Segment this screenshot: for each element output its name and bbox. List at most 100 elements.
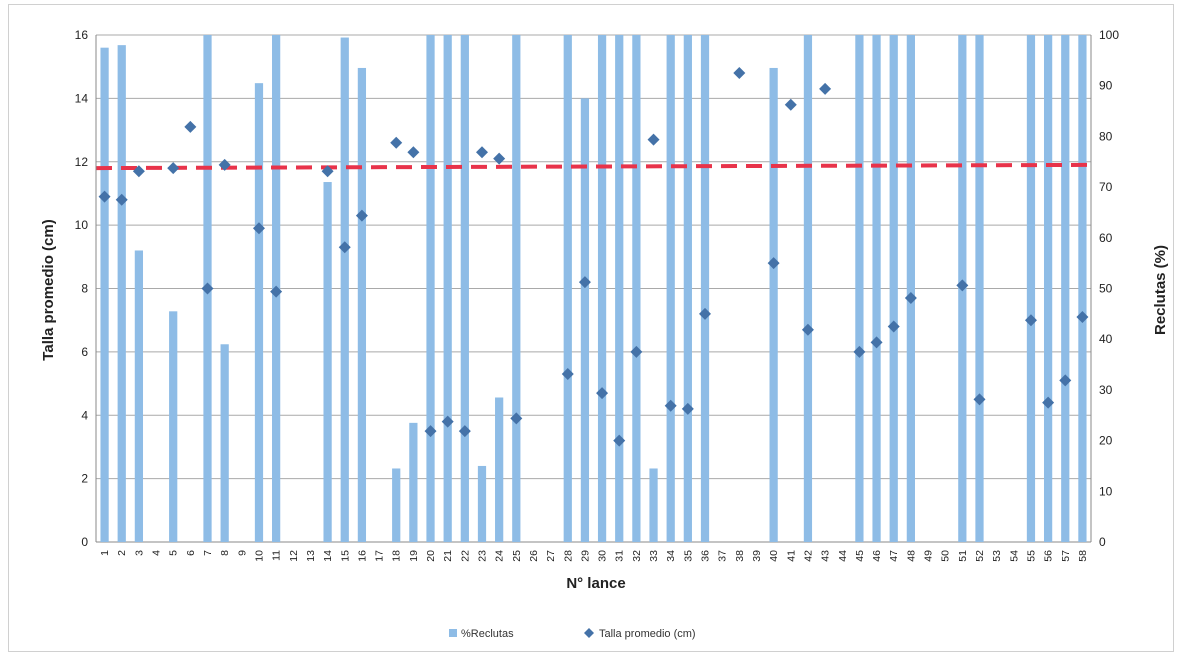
x-tick-label: 13 bbox=[305, 550, 317, 562]
bar-reclutas bbox=[1061, 35, 1070, 542]
y-axis-left-title: Talla promedio (cm) bbox=[40, 219, 57, 360]
x-tick-label: 5 bbox=[168, 550, 180, 556]
point-talla bbox=[973, 393, 986, 406]
bar-reclutas bbox=[632, 35, 641, 542]
bar-reclutas bbox=[700, 35, 710, 542]
x-tick-label: 36 bbox=[700, 550, 712, 562]
point-talla bbox=[475, 146, 488, 159]
point-talla bbox=[338, 241, 351, 254]
point-talla bbox=[1024, 314, 1037, 327]
y-left-tick-label: 0 bbox=[81, 535, 88, 549]
bar-reclutas bbox=[426, 35, 435, 542]
bar-reclutas bbox=[340, 37, 349, 542]
x-tick-label: 51 bbox=[957, 550, 969, 562]
bar-series-reclutas bbox=[100, 35, 1087, 543]
x-tick-label: 24 bbox=[494, 550, 506, 562]
bar-reclutas bbox=[477, 465, 487, 542]
x-tick-label: 12 bbox=[288, 550, 300, 562]
x-tick-label: 37 bbox=[717, 550, 729, 562]
x-tick-label: 32 bbox=[631, 550, 643, 562]
y-left-tick-label: 16 bbox=[75, 28, 89, 42]
x-tick-label: 9 bbox=[236, 550, 248, 556]
gridlines bbox=[96, 34, 1091, 543]
point-talla bbox=[115, 193, 128, 206]
bar-reclutas bbox=[597, 35, 607, 542]
point-talla bbox=[904, 292, 917, 305]
point-talla bbox=[132, 165, 145, 178]
x-tick-label: 39 bbox=[751, 550, 763, 562]
point-talla bbox=[407, 146, 420, 159]
y-left-tick-label: 4 bbox=[81, 408, 88, 422]
point-talla bbox=[767, 257, 780, 270]
legend-marker-talla bbox=[584, 628, 594, 638]
point-talla bbox=[493, 152, 506, 165]
bar-reclutas bbox=[117, 45, 126, 542]
bar-reclutas bbox=[855, 35, 864, 542]
point-talla bbox=[853, 345, 866, 358]
y-axis-right-title: Reclutas (%) bbox=[1152, 245, 1169, 335]
y-right-tick-label: 100 bbox=[1099, 28, 1119, 42]
bar-reclutas bbox=[906, 35, 915, 542]
y-right-tick-label: 70 bbox=[1099, 180, 1113, 194]
point-talla bbox=[355, 209, 368, 222]
bar-reclutas bbox=[1078, 35, 1087, 542]
bar-reclutas bbox=[357, 67, 367, 542]
point-talla bbox=[167, 162, 180, 175]
point-talla bbox=[201, 282, 214, 295]
y-right-tick-label: 0 bbox=[1099, 535, 1106, 549]
x-tick-label: 1 bbox=[99, 550, 111, 556]
y-left-tick-label: 12 bbox=[75, 155, 89, 169]
x-tick-label: 50 bbox=[940, 550, 952, 562]
x-tick-label: 18 bbox=[391, 550, 403, 562]
y-left-tick-label: 10 bbox=[75, 218, 89, 232]
point-talla bbox=[252, 222, 265, 235]
x-tick-label: 55 bbox=[1025, 550, 1037, 562]
y-left-tick-label: 2 bbox=[81, 472, 88, 486]
point-talla bbox=[218, 158, 231, 171]
legend-swatch-reclutas bbox=[449, 629, 457, 637]
x-tick-label: 45 bbox=[854, 550, 866, 562]
x-tick-label: 38 bbox=[734, 550, 746, 562]
x-tick-label: 8 bbox=[219, 550, 231, 556]
x-tick-label: 43 bbox=[820, 550, 832, 562]
point-talla bbox=[578, 276, 591, 289]
x-tick-label: 26 bbox=[528, 550, 540, 562]
bar-reclutas bbox=[975, 35, 984, 542]
bar-reclutas bbox=[872, 35, 881, 542]
x-tick-label: 48 bbox=[905, 550, 917, 562]
x-tick-label: 17 bbox=[374, 550, 386, 562]
x-tick-label: 53 bbox=[991, 550, 1003, 562]
x-tick-label: 31 bbox=[614, 550, 626, 562]
bar-reclutas bbox=[100, 47, 109, 543]
x-tick-label: 15 bbox=[339, 550, 351, 562]
bar-reclutas bbox=[683, 35, 692, 542]
reference-line-layer bbox=[95, 162, 1092, 171]
bar-reclutas bbox=[495, 397, 504, 542]
point-talla bbox=[801, 323, 814, 336]
y-right-tick-label: 20 bbox=[1099, 434, 1113, 448]
x-tick-label: 22 bbox=[459, 550, 471, 562]
x-tick-label: 16 bbox=[356, 550, 368, 562]
point-talla bbox=[956, 279, 969, 292]
x-tick-label: 58 bbox=[1077, 550, 1089, 562]
x-tick-label: 52 bbox=[974, 550, 986, 562]
y-right-tick-label: 50 bbox=[1099, 282, 1113, 296]
x-tick-label: 42 bbox=[802, 550, 814, 562]
bar-reclutas bbox=[512, 35, 521, 542]
bar-reclutas bbox=[409, 422, 418, 542]
bar-reclutas bbox=[323, 182, 332, 542]
bar-reclutas bbox=[803, 35, 813, 542]
x-tick-label: 54 bbox=[1008, 550, 1020, 562]
x-tick-label: 57 bbox=[1060, 550, 1072, 562]
bar-reclutas bbox=[392, 468, 401, 542]
x-tick-label: 41 bbox=[785, 550, 797, 562]
point-talla bbox=[596, 387, 609, 400]
point-talla bbox=[1059, 374, 1072, 387]
scatter-series-talla bbox=[98, 67, 1089, 447]
point-talla bbox=[870, 336, 883, 349]
x-tick-label: 23 bbox=[476, 550, 488, 562]
y-right-tick-label: 60 bbox=[1099, 231, 1113, 245]
point-talla bbox=[681, 402, 694, 415]
